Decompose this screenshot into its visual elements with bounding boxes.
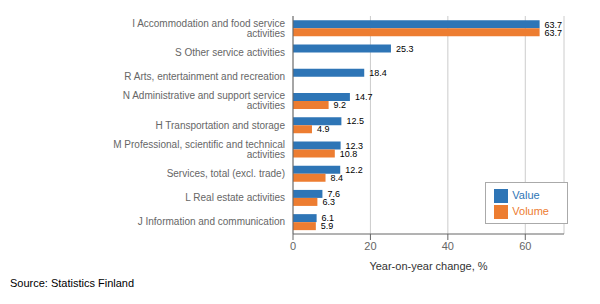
svg-text:Year-on-year change, %: Year-on-year change, % xyxy=(369,260,487,272)
svg-text:9.2: 9.2 xyxy=(334,100,347,110)
svg-text:12.3: 12.3 xyxy=(345,140,364,151)
svg-text:N Administrative and support s: N Administrative and support serviceacti… xyxy=(123,90,286,111)
svg-text:14.7: 14.7 xyxy=(355,92,373,102)
svg-text:60: 60 xyxy=(519,240,531,252)
svg-text:6.3: 6.3 xyxy=(322,197,335,207)
svg-text:5.9: 5.9 xyxy=(321,221,334,231)
svg-text:L Real estate activities: L Real estate activities xyxy=(185,192,285,203)
svg-text:6.1: 6.1 xyxy=(321,213,335,224)
svg-text:10.8: 10.8 xyxy=(340,149,358,159)
svg-text:63.7: 63.7 xyxy=(544,19,563,30)
svg-text:18.4: 18.4 xyxy=(369,68,387,78)
svg-text:0: 0 xyxy=(290,240,296,252)
svg-text:H Transportation and storage: H Transportation and storage xyxy=(155,120,285,131)
svg-text:R Arts, entertainment and recr: R Arts, entertainment and recreation xyxy=(124,71,285,82)
svg-text:S Other service activities: S Other service activities xyxy=(175,47,285,58)
svg-text:4.9: 4.9 xyxy=(317,124,330,134)
svg-text:M Professional, scientific and: M Professional, scientific and technical… xyxy=(113,139,285,160)
svg-text:20: 20 xyxy=(364,240,376,252)
html-text:Volume: Volume xyxy=(512,204,549,217)
svg-text:I Accommodation and food servi: I Accommodation and food serviceactiviti… xyxy=(132,18,285,39)
svg-text:25.3: 25.3 xyxy=(396,44,414,54)
svg-text:Services, total (excl. trade): Services, total (excl. trade) xyxy=(167,168,285,179)
svg-text:12.2: 12.2 xyxy=(345,165,363,175)
html-text:Source: Statistics Finland: Source: Statistics Finland xyxy=(10,277,135,289)
svg-text:J Information and communicatio: J Information and communication xyxy=(138,216,285,227)
svg-text:7.6: 7.6 xyxy=(327,189,340,200)
svg-text:63.7: 63.7 xyxy=(545,28,563,38)
svg-text:40: 40 xyxy=(442,240,454,252)
html-text:Value: Value xyxy=(512,188,540,201)
svg-text:12.5: 12.5 xyxy=(346,116,364,126)
svg-text:8.4: 8.4 xyxy=(331,173,344,183)
